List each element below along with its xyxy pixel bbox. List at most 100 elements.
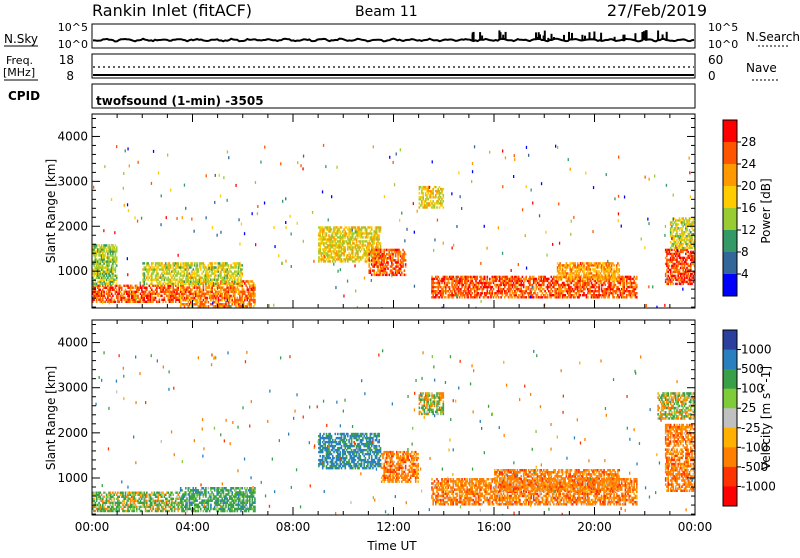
heatmap-cell xyxy=(136,297,137,300)
heatmap-cell xyxy=(354,264,355,267)
freq-label-line2: [MHz] xyxy=(3,66,35,79)
heatmap-cell xyxy=(149,270,151,272)
heatmap-cell xyxy=(598,286,600,288)
heatmap-cell xyxy=(387,267,389,270)
heatmap-cell xyxy=(227,199,228,202)
heatmap-cell xyxy=(525,234,526,237)
heatmap-cell xyxy=(170,264,172,266)
heatmap-cell xyxy=(128,291,129,294)
heatmap-cell xyxy=(590,268,592,270)
heatmap-cell xyxy=(273,304,274,307)
heatmap-cell xyxy=(502,150,503,153)
nsearch-bar xyxy=(481,36,483,41)
heatmap-cell xyxy=(636,286,638,288)
heatmap-cell xyxy=(488,296,490,298)
heatmap-cell xyxy=(111,198,112,201)
heatmap-cell xyxy=(405,274,407,277)
heatmap-cell xyxy=(664,234,665,237)
heatmap-cell xyxy=(646,304,647,307)
heatmap-cell xyxy=(578,296,580,298)
nsearch-bar xyxy=(614,37,616,40)
heatmap-cell xyxy=(161,194,162,197)
nsearch-bar xyxy=(500,32,502,40)
heatmap-cell xyxy=(355,290,356,293)
heatmap-cell xyxy=(413,202,414,205)
heatmap-cell xyxy=(672,283,674,285)
heatmap-cell xyxy=(434,238,435,241)
heatmap-cell xyxy=(474,145,475,148)
heatmap-cell xyxy=(690,195,691,198)
heatmap-cell xyxy=(297,222,298,225)
heatmap-cell xyxy=(453,296,455,298)
heatmap-cell xyxy=(443,242,444,245)
heatmap-cell xyxy=(445,296,447,298)
nsearch-bar xyxy=(624,35,626,40)
heatmap-cell xyxy=(623,286,625,288)
heatmap-cell xyxy=(647,218,648,221)
heatmap-cell xyxy=(471,180,472,183)
heatmap-cell xyxy=(461,286,463,288)
heatmap-cell xyxy=(134,216,135,219)
heatmap-cell xyxy=(572,288,574,290)
heatmap-cell xyxy=(464,296,466,298)
heatmap-cell xyxy=(116,256,118,258)
heatmap-cell xyxy=(166,216,167,219)
heatmap-cell xyxy=(116,145,117,148)
heatmap-cell xyxy=(303,155,304,158)
heatmap-cell xyxy=(111,245,112,248)
cpid-panel: CPID twofsound (1-min) -3505 xyxy=(8,84,695,108)
heatmap-cell xyxy=(564,294,566,296)
heatmap-cell xyxy=(598,290,600,292)
heatmap-cell xyxy=(153,150,154,153)
heatmap-cell xyxy=(480,262,481,265)
heatmap-cell xyxy=(523,286,525,288)
heatmap-cell xyxy=(157,272,159,274)
heatmap-cell xyxy=(178,254,179,257)
heatmap-cell xyxy=(102,301,103,304)
heatmap-cell xyxy=(137,220,138,223)
heatmap-cell xyxy=(579,294,581,296)
heatmap-cell xyxy=(152,262,154,264)
nsearch-bar xyxy=(641,32,643,40)
heatmap-cell xyxy=(528,286,530,288)
heatmap-cell xyxy=(220,270,222,272)
heatmap-cell xyxy=(504,296,506,298)
heatmap-cell xyxy=(215,274,217,276)
heatmap-cell xyxy=(104,165,105,168)
nsearch-bar xyxy=(543,36,545,41)
heatmap-cell xyxy=(579,282,581,284)
heatmap-cell xyxy=(212,266,213,269)
heatmap-cell xyxy=(426,206,428,208)
heatmap-cell xyxy=(430,196,432,198)
heatmap-cell xyxy=(227,299,228,302)
heatmap-cell xyxy=(570,233,571,236)
nsky-tick-top: 10^5 xyxy=(58,21,88,34)
heatmap-cell xyxy=(191,218,192,221)
heatmap-cell xyxy=(559,242,560,245)
heatmap-cell xyxy=(219,174,220,177)
heatmap-cell xyxy=(190,266,192,268)
heatmap-cell xyxy=(463,276,464,279)
heatmap-cell xyxy=(216,281,218,283)
heatmap-cell xyxy=(615,284,617,286)
heatmap-cell xyxy=(290,215,291,218)
nsearch-trace xyxy=(472,30,668,40)
heatmap-cell xyxy=(373,145,374,148)
date-label: 27/Feb/2019 xyxy=(607,1,707,20)
heatmap-cell xyxy=(155,297,157,299)
station-title: Rankin Inlet (fitACF) xyxy=(92,1,252,20)
heatmap-cell xyxy=(362,236,364,238)
heatmap-cell xyxy=(264,202,265,205)
heatmap-cell xyxy=(601,296,603,298)
heatmap-cell xyxy=(531,289,532,292)
heatmap-cell xyxy=(432,200,434,202)
heatmap-cell xyxy=(400,148,401,151)
heatmap-cell xyxy=(371,279,372,282)
nsearch-bar xyxy=(584,36,586,40)
heatmap-cell xyxy=(127,273,128,276)
heatmap-cell xyxy=(652,285,653,288)
heatmap-cell xyxy=(461,296,463,298)
heatmap-cell xyxy=(432,192,434,194)
heatmap-cell xyxy=(235,184,236,187)
heatmap-cell xyxy=(164,297,166,299)
